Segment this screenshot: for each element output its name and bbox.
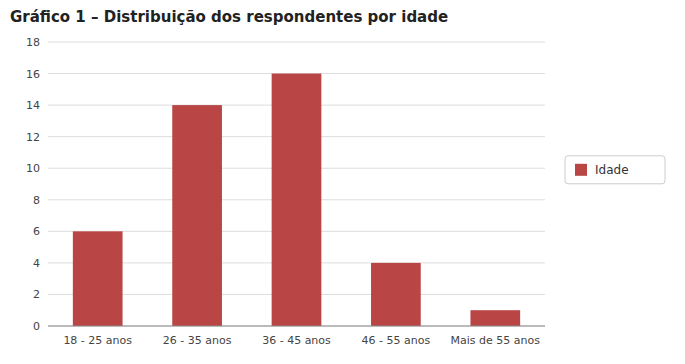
y-tick-label: 12 xyxy=(26,131,40,144)
bar xyxy=(172,105,222,326)
y-tick-label: 8 xyxy=(33,194,40,207)
bars xyxy=(73,74,520,326)
legend-label: Idade xyxy=(595,163,629,177)
chart: Gráfico 1 – Distribuição dos respondente… xyxy=(0,0,685,364)
x-tick-label: 36 - 45 anos xyxy=(262,334,331,347)
y-tick-label: 4 xyxy=(33,257,40,270)
x-tick-label: 26 - 35 anos xyxy=(163,334,232,347)
grid xyxy=(48,42,545,326)
legend-swatch xyxy=(575,164,587,176)
x-tick-label: Mais de 55 anos xyxy=(451,334,541,347)
bar xyxy=(272,74,322,326)
y-tick-label: 0 xyxy=(33,320,40,333)
grid-line xyxy=(48,42,545,43)
y-tick-label: 2 xyxy=(33,288,40,301)
legend: Idade xyxy=(565,156,665,184)
y-tick-label: 6 xyxy=(33,225,40,238)
y-tick-label: 14 xyxy=(26,99,40,112)
bar xyxy=(371,263,421,326)
x-tick-label: 18 - 25 anos xyxy=(63,334,132,347)
y-tick-label: 10 xyxy=(26,162,40,175)
x-axis xyxy=(48,326,545,327)
y-tick-label: 16 xyxy=(26,68,40,81)
y-tick-label: 18 xyxy=(26,36,40,49)
legend-box xyxy=(565,156,665,184)
x-tick-label: 46 - 55 anos xyxy=(362,334,431,347)
bar xyxy=(470,310,520,326)
bar xyxy=(73,231,123,326)
grid-line xyxy=(48,326,545,327)
title: Gráfico 1 – Distribuição dos respondente… xyxy=(10,8,448,26)
